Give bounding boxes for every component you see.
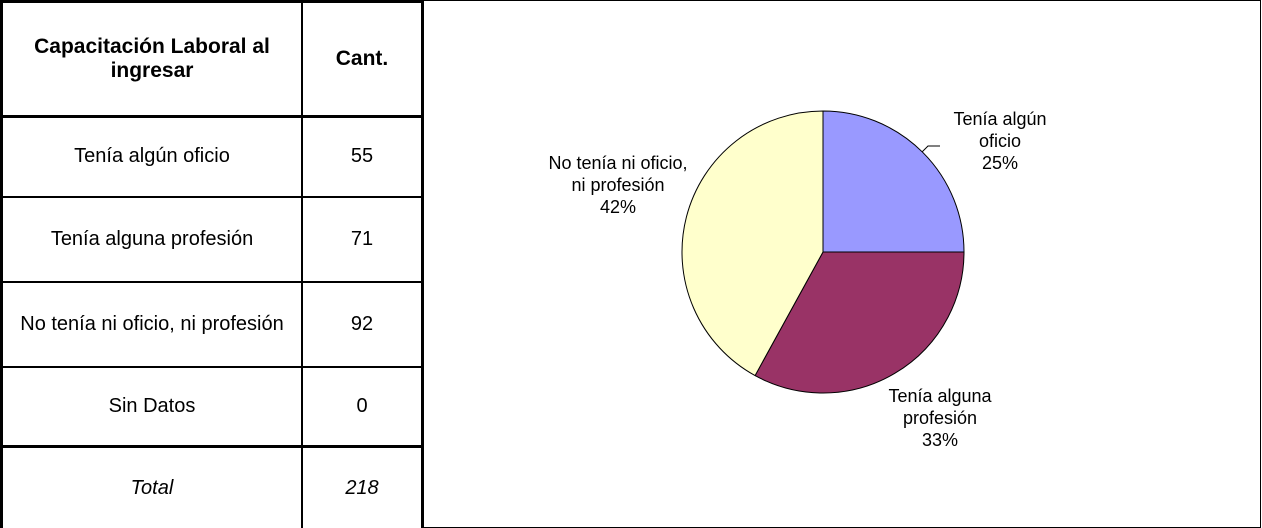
table-row: Tenía algún oficio 55 [0, 115, 424, 198]
table-cell: Capacitación Laboral al ingresar [0, 0, 303, 118]
table-row: Capacitación Laboral al ingresar Cant. [0, 0, 424, 118]
table-cell: 55 [301, 115, 424, 198]
pie-slice [681, 110, 824, 377]
slice-label: Tenía alguna profesión 33% [870, 385, 1010, 451]
slice-category: No tenía ni oficio, ni profesión [548, 153, 688, 195]
table-cell: Tenía algún oficio [0, 115, 303, 198]
table-cell: 218 [301, 445, 424, 528]
data-table: Capacitación Laboral al ingresar Cant. Ten… [0, 0, 424, 528]
slice-category: Tenía algún oficio [953, 109, 1047, 151]
table-cell: Tenía alguna profesión [0, 195, 303, 283]
table-row: Sin Datos 0 [0, 365, 424, 448]
table-cell: 92 [301, 280, 424, 368]
pie-slice [822, 110, 965, 253]
slice-category: Tenía alguna profesión [888, 386, 992, 428]
table-row: Tenía alguna profesión 71 [0, 195, 424, 283]
slice-percent: 33% [921, 430, 959, 450]
table-row: No tenía ni oficio, ni profesión 92 [0, 280, 424, 368]
slice-label: Tenía algún oficio 25% [930, 108, 1070, 174]
leader-line [921, 145, 940, 153]
slice-label: No tenía ni oficio, ni profesión 42% [548, 152, 688, 218]
table-cell: No tenía ni oficio, ni profesión [0, 280, 303, 368]
table-cell: 71 [301, 195, 424, 283]
table-cell: Cant. [301, 0, 424, 118]
pie-slice [754, 251, 965, 394]
table-cell: Total [0, 445, 303, 528]
table-cell: 0 [301, 365, 424, 448]
table-cell: Sin Datos [0, 365, 303, 448]
slice-percent: 25% [981, 153, 1019, 173]
slice-percent: 42% [599, 197, 637, 217]
table-row: Total 218 [0, 445, 424, 528]
